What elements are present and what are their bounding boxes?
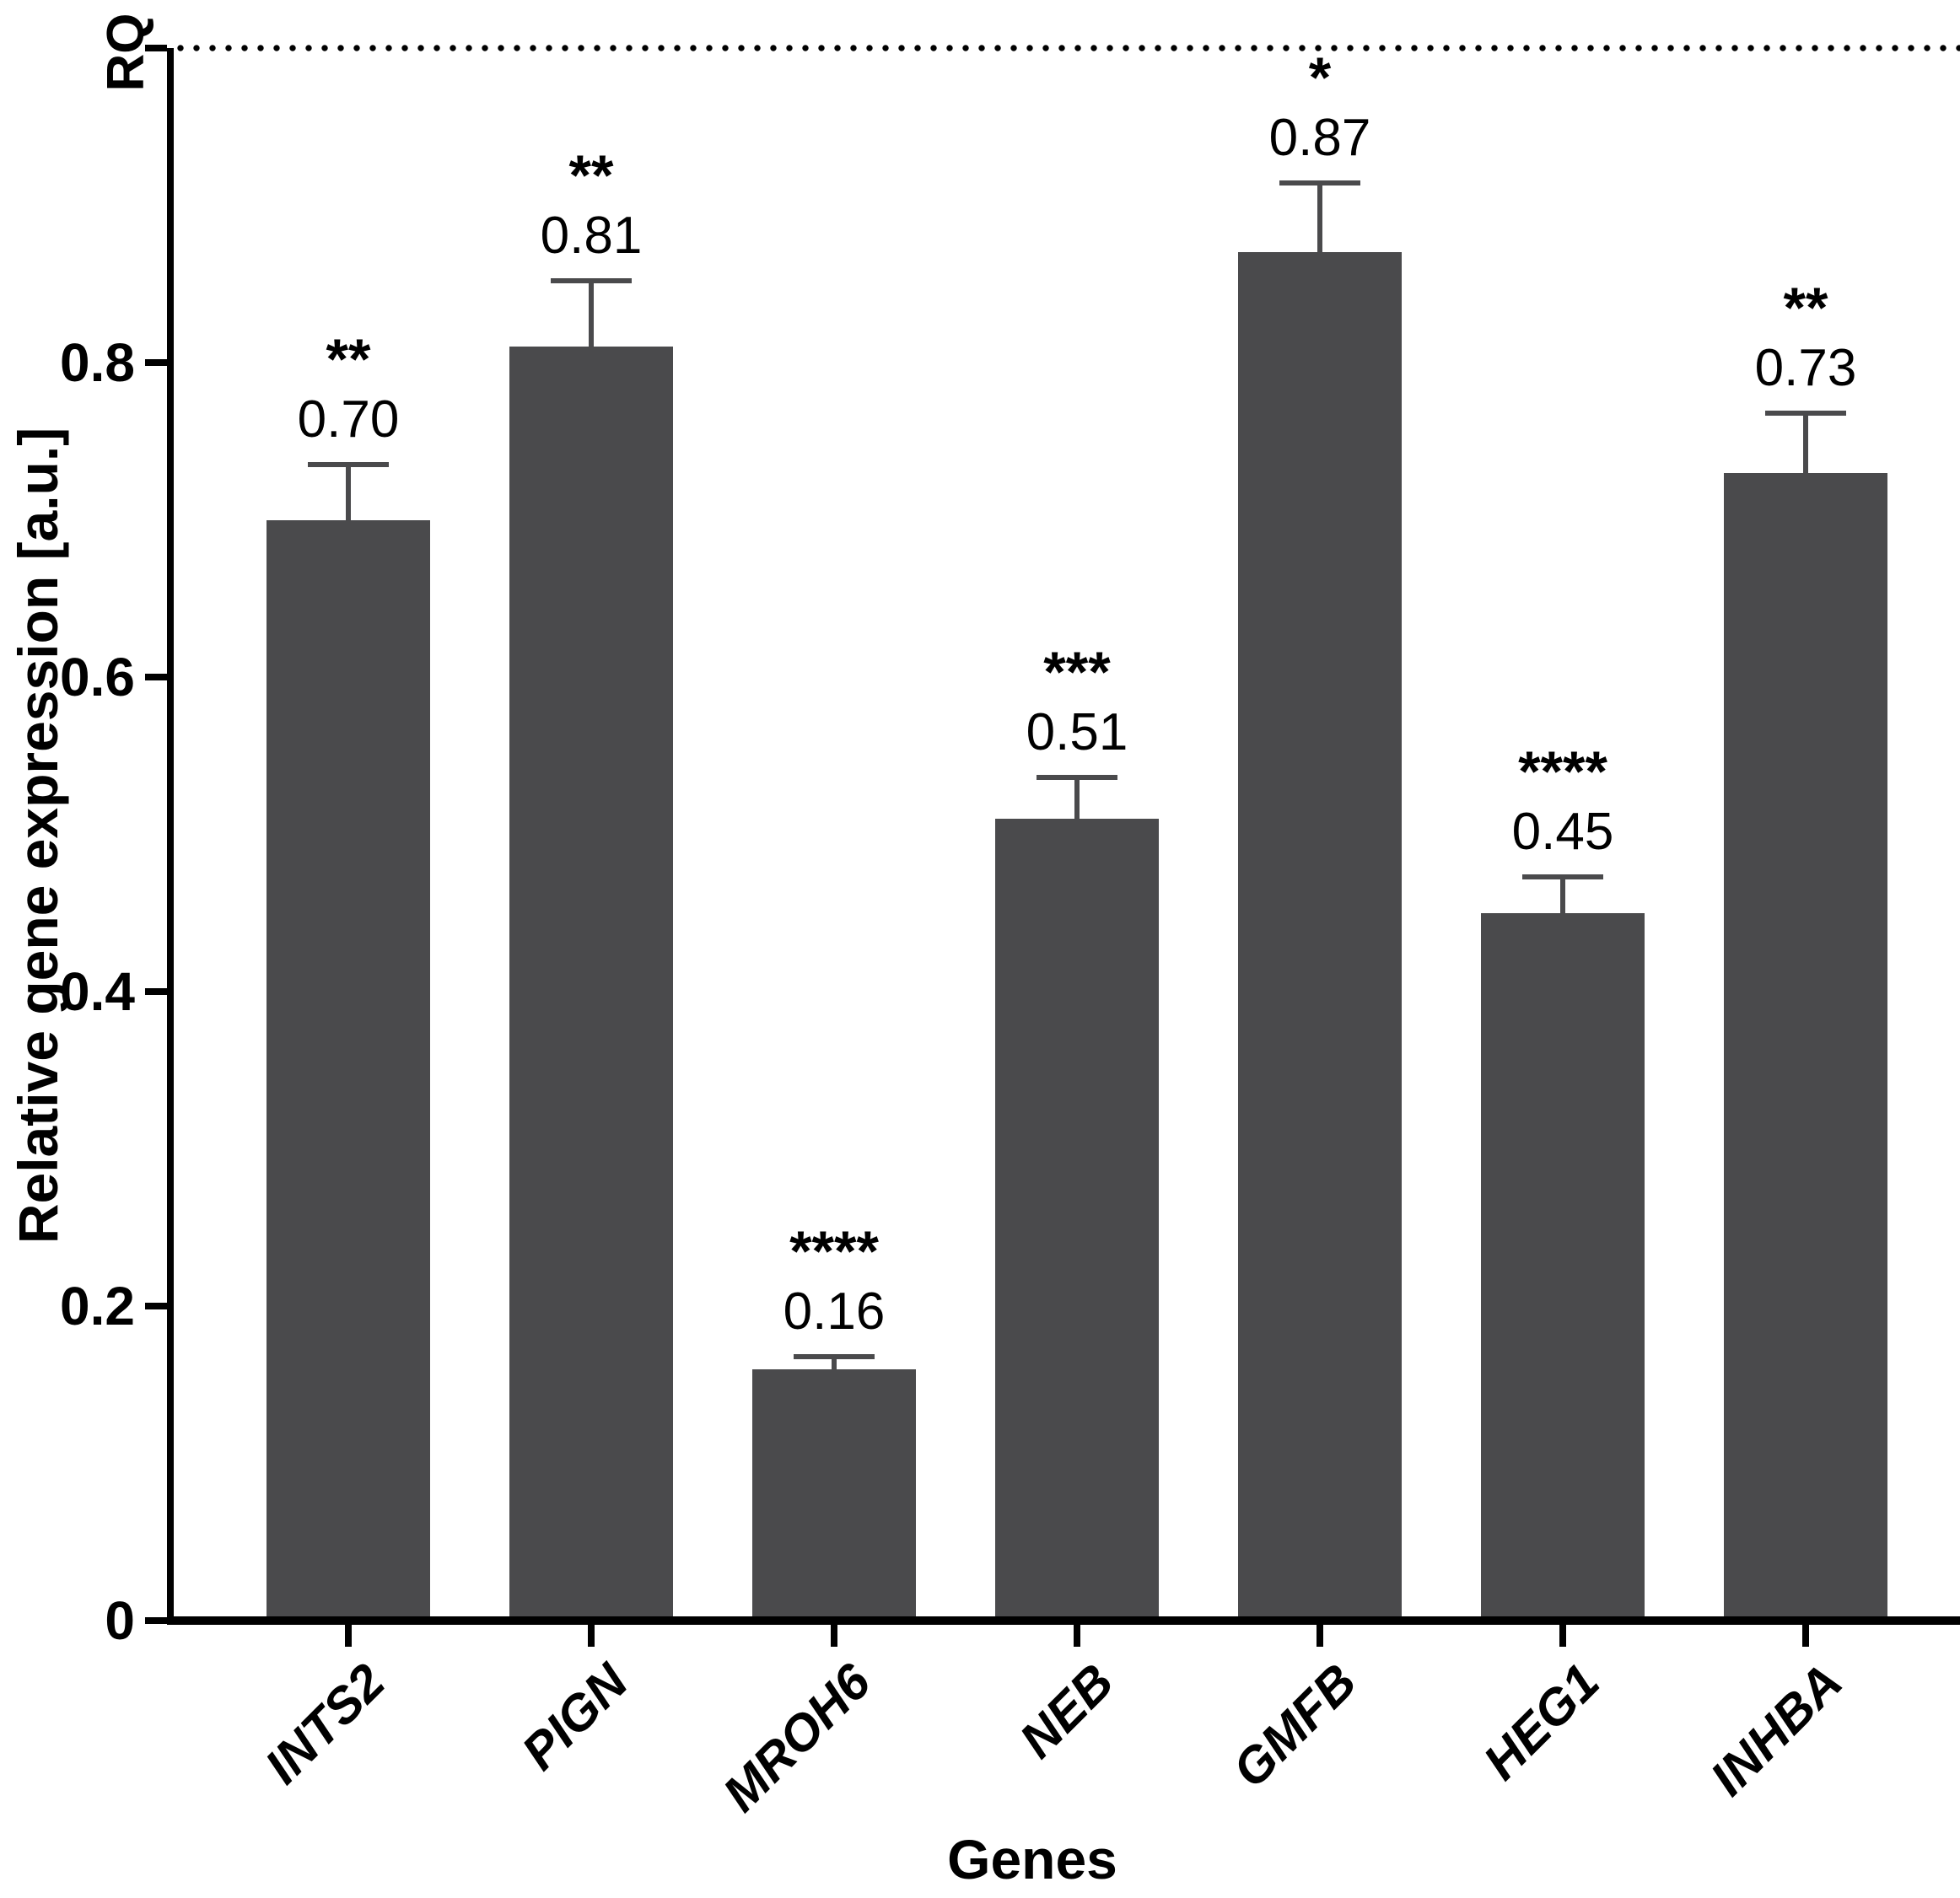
y-axis-line [167,48,174,1622]
y-tick-label: 0.6 [60,647,135,707]
x-tick-mark [1802,1625,1809,1647]
y-tick-label: 0.8 [60,332,135,393]
x-axis-line [167,1616,1960,1625]
bar-INTS2 [267,519,430,1621]
significance-label-INTS2: ** [326,327,371,392]
significance-label-GMFB: * [1308,46,1332,110]
significance-label-INHBA: ** [1783,275,1828,340]
significance-label-PIGN: ** [568,143,614,208]
bar-NEB [995,818,1159,1621]
error-bar-stem [589,281,594,351]
bar-HEG1 [1481,912,1645,1621]
error-bar-cap [551,278,632,284]
value-label-INHBA: 0.73 [1754,338,1857,397]
x-tick-mark [1559,1625,1566,1647]
x-tick-label-INTS2: INTS2 [254,1653,396,1795]
error-bar-cap [794,1353,875,1359]
y-tick-mark-rq [145,45,167,51]
error-bar-cap [1037,775,1117,781]
y-tick-mark [145,1617,167,1624]
y-tick-mark [145,988,167,995]
x-tick-mark [831,1625,837,1647]
y-tick-mark [145,1303,167,1309]
significance-label-HEG1: **** [1518,739,1607,804]
value-label-INTS2: 0.70 [297,390,400,449]
value-label-MROH6: 0.16 [783,1282,886,1341]
error-bar-stem [1803,412,1808,476]
value-label-HEG1: 0.45 [1511,802,1614,861]
x-tick-mark [1074,1625,1080,1647]
error-bar-stem [346,465,351,524]
x-tick-mark [588,1625,595,1647]
y-tick-mark [145,359,167,366]
value-label-NEB: 0.51 [1026,703,1128,762]
error-bar-cap [1765,410,1846,416]
error-bar-cap [308,462,389,468]
significance-label-NEB: *** [1043,640,1111,705]
x-tick-mark [1317,1625,1323,1647]
significance-label-MROH6: **** [789,1218,879,1283]
y-tick-label: 0 [105,1590,135,1651]
y-tick-label: 0.2 [60,1276,135,1336]
error-bar-stem [832,1356,837,1373]
x-tick-mark [345,1625,352,1647]
x-axis-title: Genes [947,1828,1117,1890]
error-bar-stem [1074,777,1080,822]
bar-PIGN [509,347,673,1621]
error-bar-stem [1317,183,1322,256]
bar-INHBA [1724,472,1887,1621]
bar-MROH6 [752,1368,916,1621]
value-label-PIGN: 0.81 [540,207,643,266]
error-bar-cap [1279,180,1360,186]
error-bar-cap [1522,874,1603,879]
bar-GMFB [1238,252,1402,1621]
value-label-GMFB: 0.87 [1268,109,1371,168]
y-tick-label: 0.4 [60,961,135,1022]
reference-dotted-line [177,44,1960,52]
y-tick-mark [145,674,167,680]
error-bar-stem [1560,876,1565,917]
